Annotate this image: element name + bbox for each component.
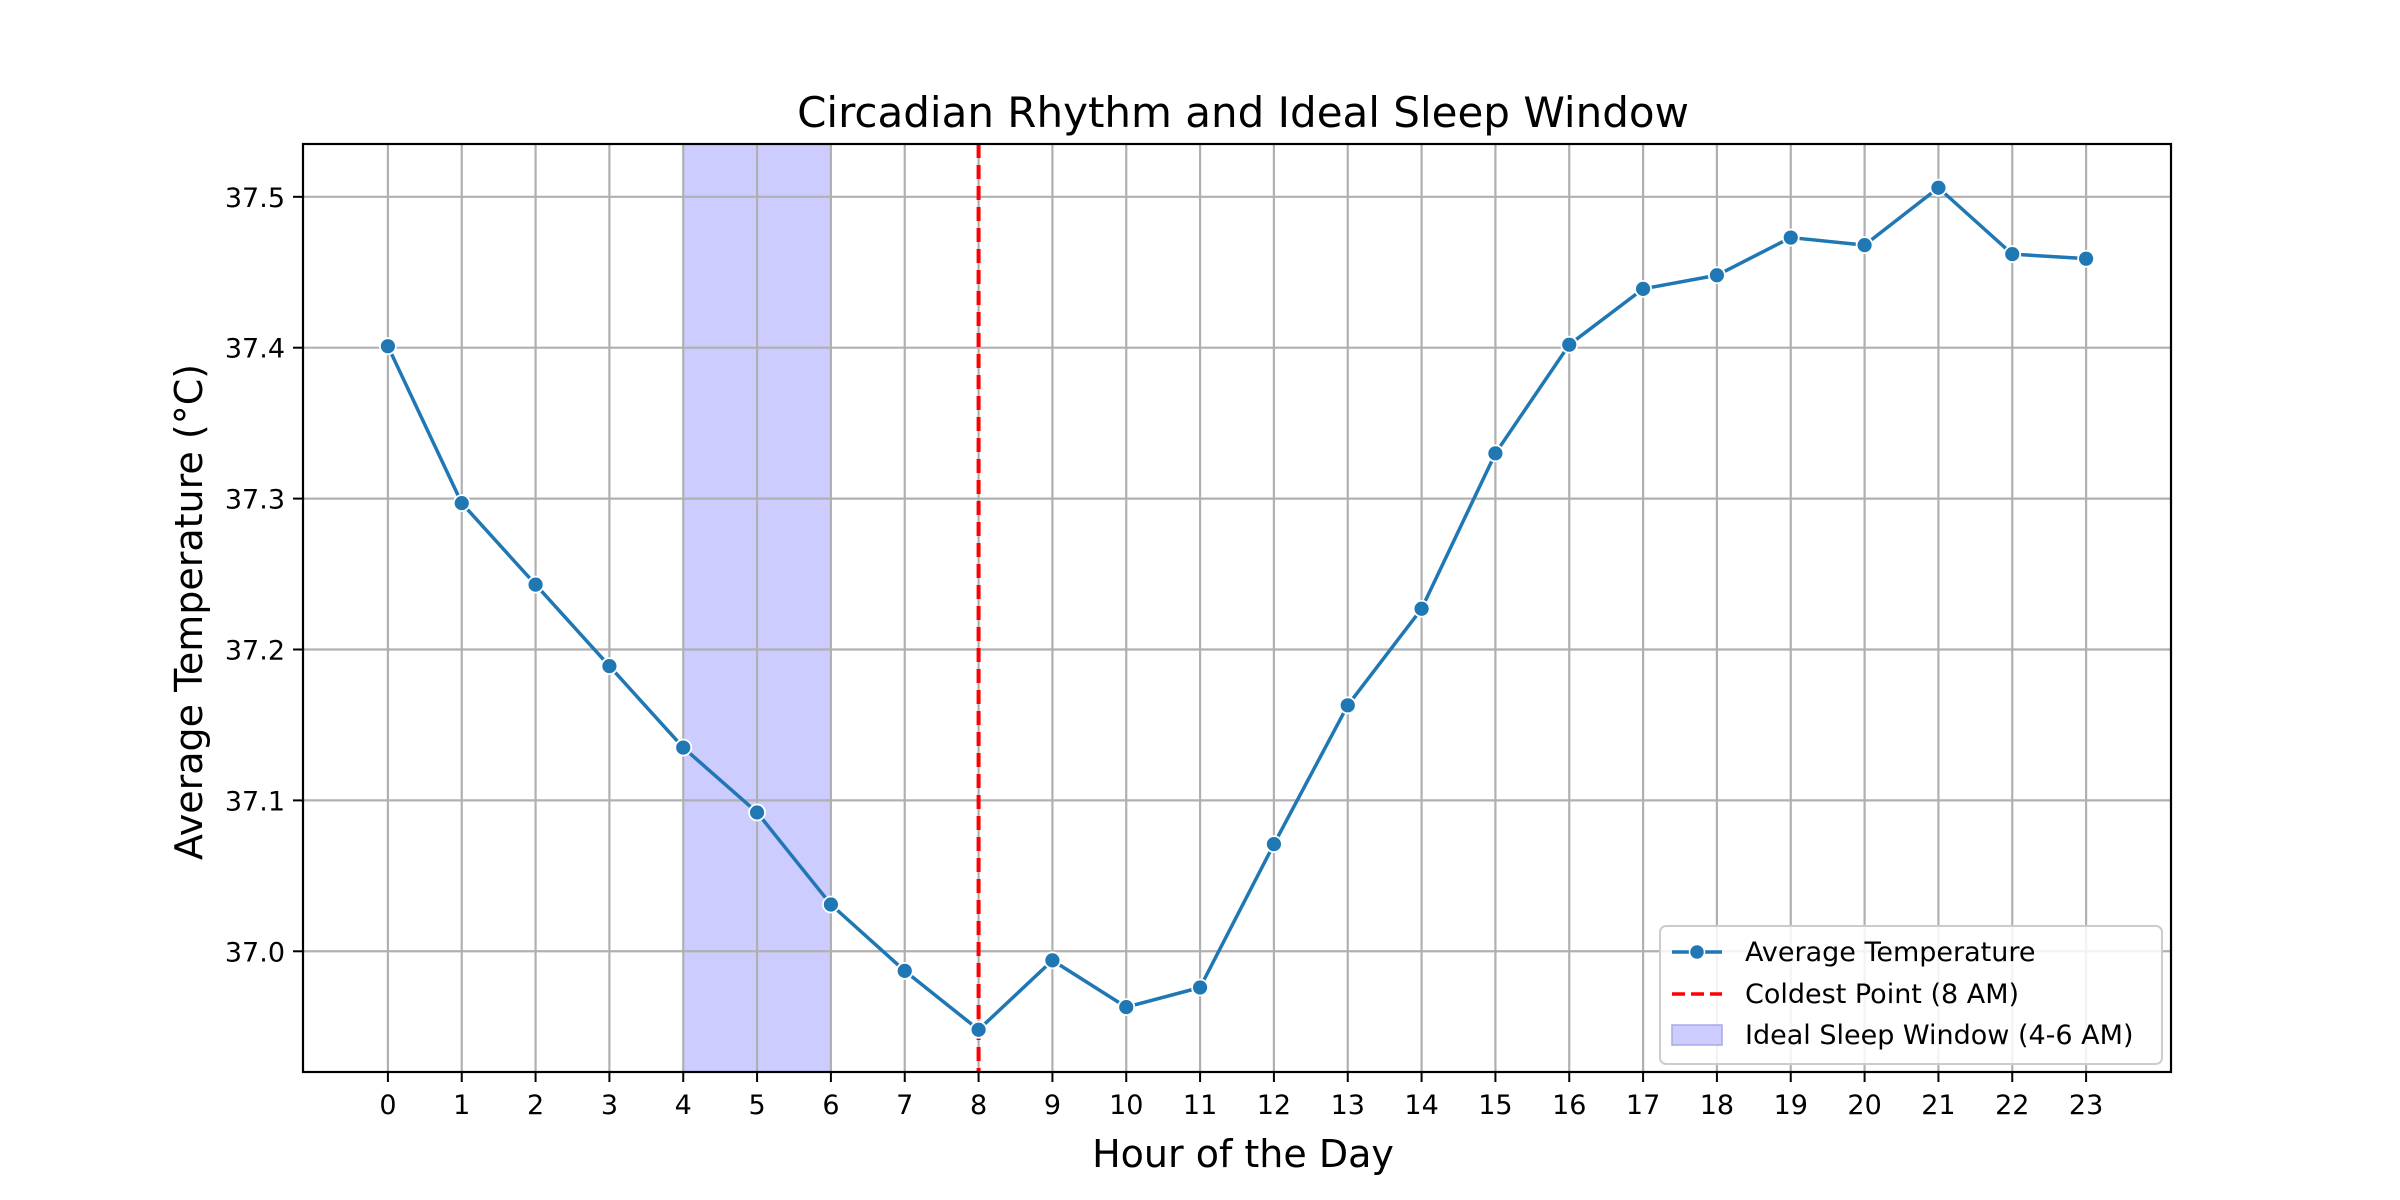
data-point [748,803,766,822]
y-axis-ticks: 37.0 37.1 37.2 37.3 37.4 37.5 [225,183,303,968]
data-point [1191,978,1209,997]
data-point [895,962,914,980]
data-point [1634,279,1652,298]
chart-title: Circadian Rhythm and Ideal Sleep Window [797,88,1689,137]
data-point [379,337,397,356]
x-tick-label: 8 [970,1090,987,1121]
legend-marker-average-temperature [1688,943,1706,961]
legend-entry-sleep-window: Ideal Sleep Window (4-6 AM) [1671,1020,2133,1051]
legend-entry-coldest-point: Coldest Point (8 AM) [1672,979,2019,1010]
data-point [2077,249,2095,268]
series-layer [379,178,2095,1039]
x-tick-label: 15 [1478,1090,1512,1121]
data-point [1855,236,1874,254]
x-tick-label: 3 [601,1090,618,1121]
legend-box [1659,925,2163,1065]
x-tick-label: 23 [2069,1090,2103,1121]
data-point [1265,835,1283,854]
data-point [674,738,693,757]
y-tick-label: 37.5 [225,183,285,214]
data-point [1929,178,1948,197]
data-point [1117,998,1136,1017]
legend-label-coldest-point: Coldest Point (8 AM) [1745,979,2019,1010]
legend-patch-sleep-window [1671,1024,1723,1046]
data-point [1560,335,1579,354]
x-tick-label: 13 [1331,1090,1365,1121]
data-point [822,895,840,914]
data-point [2003,245,2022,264]
data-point [1412,599,1431,618]
x-tick-label: 17 [1626,1090,1660,1121]
legend-entry-average-temperature: Average Temperature [1672,937,2036,968]
x-tick-label: 22 [1995,1090,2029,1121]
x-tick-label: 6 [822,1090,839,1121]
plot-frame [301,142,2173,1074]
data-point [1781,228,1800,247]
legend-label-sleep-window: Ideal Sleep Window (4-6 AM) [1745,1020,2133,1051]
y-tick-label: 37.4 [225,334,285,365]
data-point [1043,951,1062,970]
data-point [969,1020,988,1039]
x-tick-label: 7 [896,1090,913,1121]
x-tick-label: 5 [748,1090,765,1121]
x-tick-label: 14 [1404,1090,1438,1121]
x-tick-label: 19 [1774,1090,1808,1121]
x-tick-label: 10 [1109,1090,1143,1121]
legend: Average Temperature Coldest Point (8 AM)… [1659,925,2163,1065]
x-tick-label: 18 [1700,1090,1734,1121]
x-tick-label: 21 [1921,1090,1955,1121]
x-axis-ticks: 0 1 2 3 4 5 6 7 8 9 10 11 12 13 14 15 16 17 18 19 20 21 22 23 [379,1072,2103,1121]
data-point [1486,444,1505,463]
y-axis-label: Average Temperature (°C) [167,364,211,860]
plot-area [301,142,2173,1074]
x-tick-label: 12 [1257,1090,1291,1121]
x-tick-label: 20 [1847,1090,1881,1121]
data-point [1338,696,1357,715]
x-tick-label: 9 [1044,1090,1061,1121]
legend-label-average-temperature: Average Temperature [1745,937,2036,968]
y-tick-label: 37.3 [225,485,285,516]
x-tick-label: 16 [1552,1090,1586,1121]
data-point [600,657,619,675]
x-axis-label: Hour of the Day [1092,1132,1394,1176]
x-tick-label: 2 [527,1090,544,1121]
y-tick-label: 37.1 [225,786,285,817]
data-point [526,575,545,594]
y-tick-label: 37.2 [225,635,285,666]
data-point [452,494,471,513]
series-line-average-temperature [386,186,2087,1032]
x-tick-label: 4 [675,1090,692,1121]
data-point [1708,266,1726,285]
x-tick-label: 0 [379,1090,396,1121]
x-tick-label: 11 [1183,1090,1217,1121]
x-tick-label: 1 [453,1090,470,1121]
y-tick-label: 37.0 [225,937,285,968]
